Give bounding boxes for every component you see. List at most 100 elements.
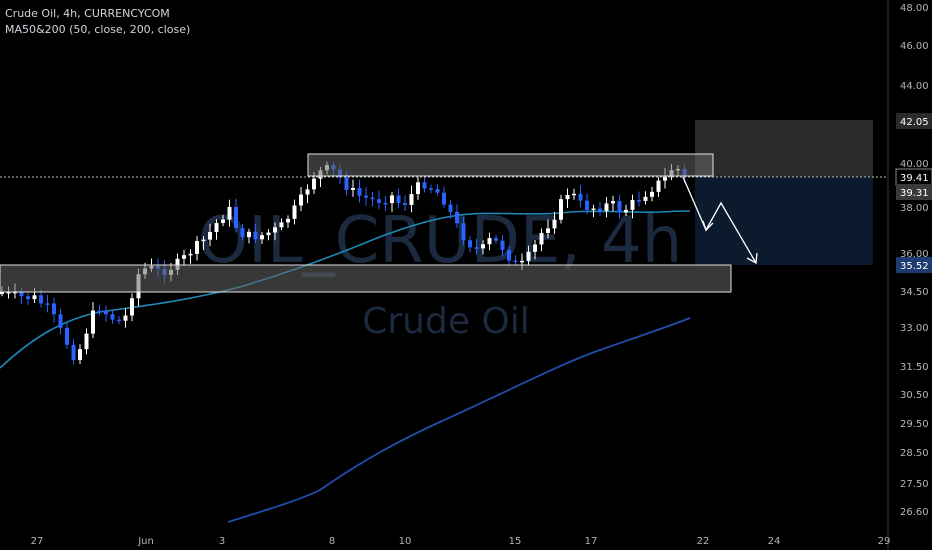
candle <box>507 246 511 267</box>
svg-text:39.41: 39.41 <box>900 173 929 184</box>
target-zone-upper[interactable] <box>695 120 873 177</box>
symbol-title[interactable]: Crude Oil, 4h, CURRENCYCOM <box>5 7 170 20</box>
candle <box>624 204 628 216</box>
candle <box>572 188 576 200</box>
candle <box>513 255 518 266</box>
candle <box>240 224 245 241</box>
candle <box>500 234 505 257</box>
time-tick-label: 24 <box>768 536 781 547</box>
price-tick-label: 29.50 <box>900 419 929 430</box>
candle <box>468 236 472 253</box>
resistance-zone[interactable] <box>307 153 714 177</box>
candle <box>279 218 284 231</box>
candle <box>351 179 355 197</box>
ma50-line[interactable] <box>0 210 691 369</box>
candle <box>208 223 212 247</box>
indicator-label[interactable]: MA50&200 (50, close, 200, close) <box>5 23 191 36</box>
price-badge: 42.05 <box>896 113 932 129</box>
candle <box>578 185 583 208</box>
time-tick-label: 10 <box>399 536 412 547</box>
candle <box>104 305 108 322</box>
target-zone-lower[interactable] <box>695 177 873 265</box>
candle <box>377 190 381 210</box>
candle <box>370 191 375 207</box>
time-tick-label: 17 <box>585 536 598 547</box>
chart-legend: Crude Oil, 4h, CURRENCYCOM MA50&200 (50,… <box>5 6 190 38</box>
price-tick-label: 48.00 <box>900 3 929 14</box>
candle <box>474 238 479 255</box>
candle <box>123 308 128 328</box>
time-tick-label: 8 <box>329 536 335 547</box>
watermark-subtitle: Crude Oil <box>362 301 530 342</box>
price-tick-label: 40.00 <box>900 159 929 170</box>
candle <box>591 204 596 218</box>
candle <box>494 234 498 245</box>
candle <box>26 292 30 306</box>
price-badges: 42.05 39.41 39.31 35.52 <box>895 113 932 273</box>
candle <box>234 198 238 233</box>
candle <box>130 293 134 322</box>
candle <box>643 191 648 205</box>
candle <box>442 186 446 208</box>
price-tick-label: 38.00 <box>900 203 929 214</box>
candle <box>383 196 388 212</box>
price-badge: 39.41 <box>895 168 932 186</box>
candle <box>611 195 615 212</box>
support-zone[interactable] <box>0 264 732 293</box>
candle <box>182 249 186 266</box>
candle <box>598 201 602 217</box>
candle <box>416 177 420 200</box>
candle <box>286 215 290 228</box>
price-tick-label: 33.00 <box>900 323 929 334</box>
candle <box>247 228 251 244</box>
price-tick-label: 28.50 <box>900 448 929 459</box>
time-tick-label: 3 <box>219 536 225 547</box>
candle <box>455 204 459 229</box>
projection-path[interactable] <box>682 176 758 265</box>
candle <box>58 308 63 335</box>
price-tick-label: 27.50 <box>900 479 929 490</box>
svg-text:39.31: 39.31 <box>900 188 929 199</box>
price-tick-label: 44.00 <box>900 81 929 92</box>
candle <box>110 310 115 325</box>
price-tick-label: 36.00 <box>900 249 929 260</box>
candle <box>117 316 121 325</box>
candle <box>91 301 95 339</box>
candle <box>637 191 641 207</box>
candle <box>617 194 622 219</box>
time-tick-label: 15 <box>509 536 522 547</box>
ma200-line[interactable] <box>227 317 691 523</box>
candle <box>650 186 654 202</box>
time-axis[interactable]: 27 Jun 3 8 10 15 17 22 24 29 <box>31 536 891 547</box>
candle <box>429 184 433 194</box>
candle <box>533 240 537 260</box>
candle <box>97 304 102 316</box>
price-badge: 39.31 <box>896 184 932 200</box>
candle <box>84 328 89 355</box>
candle <box>305 184 310 204</box>
candle <box>273 222 277 241</box>
candle <box>559 194 563 224</box>
candle <box>65 323 69 349</box>
candle <box>188 249 193 264</box>
candle <box>221 214 225 227</box>
candle <box>52 297 56 323</box>
candle <box>71 339 76 365</box>
candle <box>448 200 453 219</box>
candle <box>292 199 297 225</box>
candle <box>546 219 550 239</box>
candle <box>45 294 50 313</box>
price-tick-label: 46.00 <box>900 41 929 52</box>
candle <box>565 188 570 208</box>
candle <box>403 195 407 211</box>
moving-averages <box>0 210 691 523</box>
candle <box>461 216 466 246</box>
candle <box>195 235 199 261</box>
candle <box>214 219 219 240</box>
price-badge: 35.52 <box>896 257 932 273</box>
price-tick-label: 31.50 <box>900 362 929 373</box>
candle <box>227 199 232 227</box>
candle <box>539 228 544 252</box>
candle <box>552 211 557 234</box>
